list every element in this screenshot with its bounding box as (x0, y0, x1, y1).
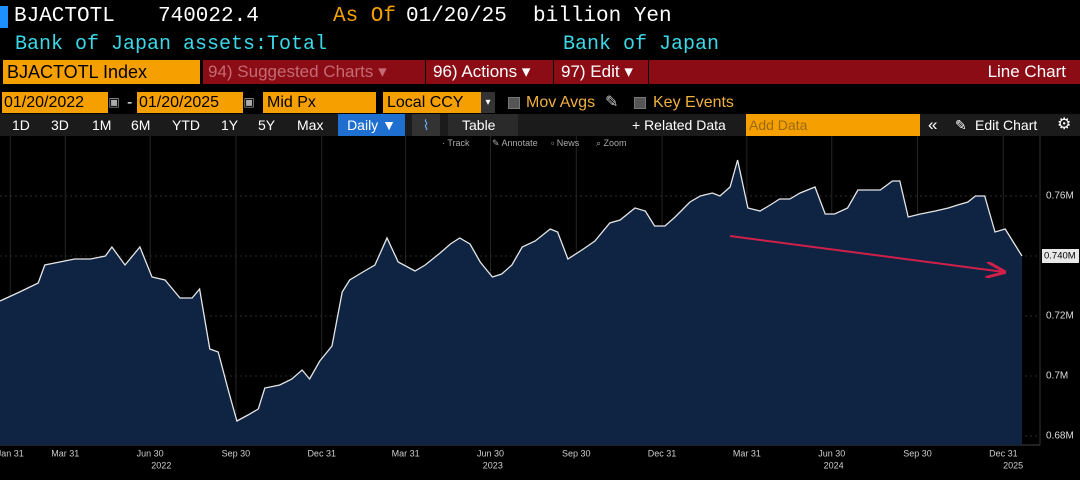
tool-label: News (556, 138, 580, 148)
separator (425, 60, 426, 84)
frequency-button[interactable]: Daily ▼ (338, 114, 405, 136)
x-tick-label: Dec 31 (307, 448, 336, 458)
pencil-icon[interactable]: ✎ (605, 94, 619, 111)
table-button[interactable]: Table (448, 114, 518, 136)
units: billion Yen (533, 5, 672, 28)
mov-avgs[interactable]: Mov Avgs (526, 94, 596, 111)
x-tick-label: Sep 30 (222, 448, 251, 458)
separator (553, 60, 554, 84)
calendar-icon[interactable]: ▣ (108, 95, 120, 109)
menu-actions[interactable]: 96) Actions ▾ (433, 62, 531, 81)
separator (648, 60, 649, 84)
chart-tool[interactable]: ⌕ Zoom (596, 138, 627, 148)
x-tick-label: Jun 30 (477, 448, 504, 458)
key-events[interactable]: Key Events (653, 94, 734, 111)
chart-tool[interactable]: ▫ News (551, 138, 580, 148)
y-tick-label: 0.68M (1046, 431, 1074, 442)
edit-chart[interactable]: Edit Chart (975, 117, 1038, 133)
x-tick-label: Dec 31 (989, 448, 1018, 458)
year-label: 2025 (1003, 460, 1023, 470)
chart-tool[interactable]: · Track (442, 138, 470, 148)
source: Bank of Japan (563, 33, 720, 56)
checkbox[interactable] (508, 97, 520, 109)
tool-label: Zoom (603, 138, 627, 148)
menu-label: 96) Actions (433, 62, 518, 81)
end-date[interactable]: 01/20/2025 (137, 92, 243, 113)
menu-suggested-charts[interactable]: 94) Suggested Charts ▾ (208, 62, 387, 81)
currency-field[interactable]: Local CCY (383, 92, 482, 113)
security-field[interactable]: BJACTOTL Index (3, 60, 200, 84)
x-tick-label: Sep 30 (562, 448, 591, 458)
date-separator: - (127, 94, 133, 111)
period-button[interactable]: 1M (92, 117, 112, 133)
current-value-box (1042, 249, 1079, 263)
settings-icon[interactable]: ⚙ (1057, 116, 1072, 133)
x-tick-label: Mar 31 (733, 448, 761, 458)
collapse-button[interactable]: « (928, 115, 938, 134)
year-label: 2022 (151, 460, 171, 470)
chart-type: Line Chart (987, 62, 1066, 81)
x-tick-label: Jan 31 (0, 448, 24, 458)
focus-marker (0, 6, 8, 28)
description: Bank of Japan assets:Total (15, 33, 328, 56)
x-tick-label: Mar 31 (392, 448, 420, 458)
area-fill (0, 160, 1022, 445)
period-button[interactable]: 5Y (258, 117, 276, 133)
related-data[interactable]: + Related Data (632, 117, 726, 133)
y-tick-label: 0.76M (1046, 191, 1074, 202)
calendar-icon[interactable]: ▣ (243, 95, 255, 109)
period-button[interactable]: YTD (172, 117, 200, 133)
year-label: 2023 (483, 460, 503, 470)
y-tick-label: 0.7M (1046, 371, 1068, 382)
as-of-label: As Of (333, 5, 397, 28)
line-chart-icon[interactable]: ⌇ (412, 114, 440, 136)
x-tick-label: Mar 31 (51, 448, 79, 458)
period-button[interactable]: Max (297, 117, 324, 133)
period-button[interactable]: 1Y (221, 117, 239, 133)
period-button[interactable]: 1D (12, 117, 30, 133)
menu-bar (203, 60, 1080, 84)
x-tick-label: Sep 30 (903, 448, 932, 458)
x-tick-label: Jun 30 (818, 448, 845, 458)
tool-label: Annotate (501, 138, 538, 148)
x-tick-label: Jun 30 (137, 448, 164, 458)
period-button[interactable]: 6M (131, 117, 151, 133)
start-date[interactable]: 01/20/2022 (2, 92, 108, 113)
tool-label: Track (447, 138, 470, 148)
price-field[interactable]: Mid Px (263, 92, 376, 113)
menu-label: 97) Edit (561, 62, 620, 81)
x-tick-label: Dec 31 (648, 448, 677, 458)
series-line (0, 159, 1023, 422)
ticker: BJACTOTL (14, 5, 115, 28)
menu-label: 94) Suggested Charts (208, 62, 374, 81)
trend-arrow (729, 235, 1004, 272)
chart-tool[interactable]: ✎ Annotate (492, 138, 538, 148)
last-value: 740022.4 (158, 5, 259, 28)
dropdown-arrow[interactable]: ▾ (481, 92, 495, 113)
current-value-label: 0.740M (1044, 251, 1076, 262)
checkbox[interactable] (634, 97, 646, 109)
as-of-date: 01/20/25 (406, 5, 507, 28)
y-tick-label: 0.72M (1046, 311, 1074, 322)
year-label: 2024 (824, 460, 844, 470)
add-data-field[interactable]: Add Data (746, 114, 920, 136)
edit-icon[interactable]: ✎ (955, 117, 967, 133)
period-button[interactable]: 3D (51, 117, 69, 133)
menu-edit[interactable]: 97) Edit ▾ (561, 62, 633, 81)
